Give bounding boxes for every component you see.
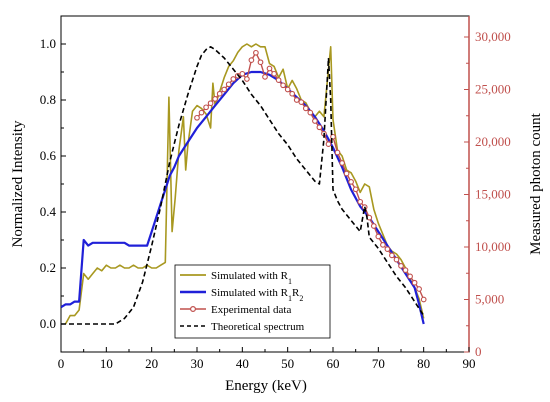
data-point [343,170,350,177]
legend-box [174,264,331,339]
data-point [275,77,282,83]
data-point [194,114,200,121]
x-tick-label: 70 [372,356,385,371]
data-point [339,160,345,166]
data-point [239,70,246,77]
data-point [216,90,223,97]
x-tick-label: 90 [463,356,476,371]
data-point [312,118,318,124]
data-point [298,99,305,105]
x-tick-label: 60 [327,356,340,371]
x-tick-label: 10 [100,356,113,371]
data-point [416,286,422,292]
legend-label-3: Theoretical spectrum [211,321,305,333]
data-point [271,70,277,77]
y2-tick-label: 10,000 [475,239,511,254]
data-point [380,242,386,248]
y2-tick-label: 0 [475,344,482,359]
data-point [212,96,218,102]
data-point [352,186,359,193]
series-line-2 [196,52,425,300]
y-tick-label: 0.2 [40,260,56,275]
data-point [389,252,395,259]
data-point [402,267,409,273]
y-tick-label: 0.6 [40,148,57,163]
data-point [262,74,268,80]
y2-tick-label: 5,000 [475,292,504,307]
y-tick-label: 1.0 [40,36,56,51]
x-tick-label: 40 [236,356,249,371]
x-tick-label: 80 [417,356,430,371]
data-point [307,109,314,116]
x-axis: 0 10 20 30 40 50 60 70 80 90 [58,347,476,371]
data-point [225,81,232,88]
data-point [398,263,404,269]
legend-marker-2 [190,306,197,313]
data-point [384,246,391,252]
y-axis-right: 0 5,000 10,000 15,000 20,000 25,000 30,000 [464,29,511,359]
data-point [325,141,332,147]
series-line-0 [64,43,425,325]
data-point [357,198,364,205]
data-point [411,279,418,286]
data-point [198,109,205,116]
data-point [248,57,255,63]
x-tick-label: 30 [191,356,204,371]
x-tick-label: 0 [58,356,65,371]
y2-tick-label: 15,000 [475,187,511,202]
legend-label-0: Simulated with R1 [211,270,292,286]
legend-label-1: Simulated with R1R2 [211,287,303,303]
y-axis-title: Normalized Intensity [10,120,26,248]
data-point [253,49,259,56]
series-line-3 [61,46,425,325]
data-point [330,133,336,140]
y-tick-label: 0.8 [40,92,56,107]
data-point [316,124,323,131]
data-point [280,82,286,89]
y2-axis-title: Measured photon count [528,112,544,254]
data-point [284,86,291,93]
data-point [302,105,309,112]
data-point [244,76,250,82]
data-point [293,97,300,103]
data-point [348,179,354,185]
data-point [370,223,377,229]
y-axis-left: 0.0 0.2 0.4 0.6 0.8 1.0 [40,36,66,331]
y2-tick-label: 25,000 [475,82,511,97]
series-line-1 [61,70,425,325]
data-point [375,233,382,240]
data-point [257,59,264,66]
data-point [407,273,413,280]
x-tick-label: 50 [281,356,294,371]
y2-tick-label: 20,000 [475,134,511,149]
data-point [266,65,273,72]
data-point [221,86,228,93]
y2-tick-label: 30,000 [475,29,511,44]
x-axis-title: Energy (keV) [225,378,307,394]
y-tick-label: 0.4 [40,204,57,219]
y-tick-label: 0.0 [40,316,56,331]
data-point [207,100,214,107]
data-point [230,76,237,82]
data-point [393,256,400,263]
legend: Simulated with R1 Simulated with R1R2 Ex… [174,264,331,339]
series-layer [61,43,427,325]
data-point [420,296,427,303]
data-point [203,104,209,111]
x-tick-label: 20 [145,356,158,371]
data-point [334,149,341,156]
legend-label-2: Experimental data [211,304,291,316]
data-point [289,90,296,97]
